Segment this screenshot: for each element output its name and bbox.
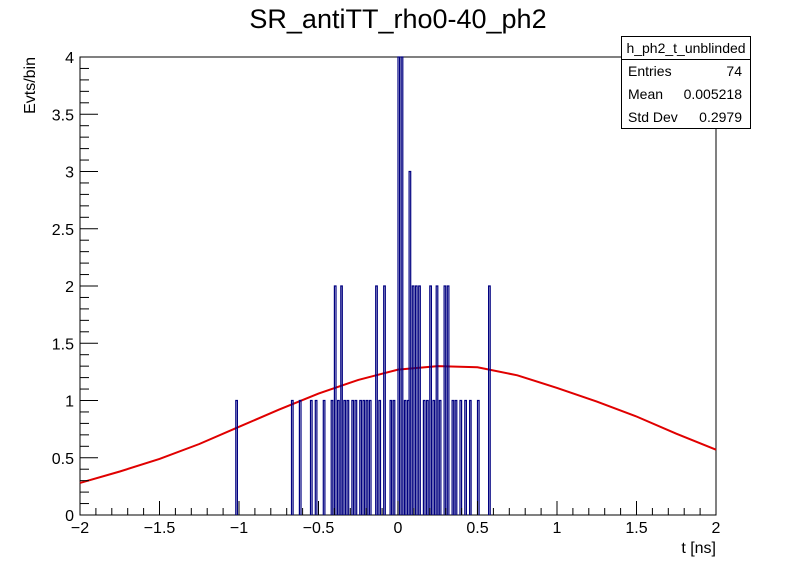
histogram-bin: [443, 285, 447, 515]
stats-row-std-dev: Std Dev 0.2979: [622, 106, 750, 129]
stats-label: Entries: [628, 63, 672, 79]
x-tick-label: −0.5: [303, 520, 335, 537]
stats-row-mean: Mean 0.005218: [622, 83, 750, 106]
histogram-bin: [418, 285, 421, 515]
histogram-bin: [359, 399, 362, 515]
x-tick-label: 0: [394, 520, 403, 537]
histogram-bin: [446, 285, 450, 515]
stats-label: Std Dev: [628, 109, 678, 125]
histogram-bin: [397, 56, 401, 515]
x-tick-label: −1: [230, 520, 248, 537]
histogram-bin: [414, 285, 418, 515]
histogram-bin: [368, 399, 372, 515]
histogram-bin: [362, 399, 366, 515]
y-tick-label: 0.5: [52, 451, 74, 468]
histogram-bin: [464, 399, 467, 515]
histogram-bin: [365, 399, 369, 515]
stats-label: Mean: [628, 86, 664, 102]
histogram-bin: [333, 285, 337, 515]
histogram-bin: [411, 285, 415, 515]
histogram-bin: [290, 399, 294, 515]
histogram-bin: [488, 285, 491, 515]
histogram-bin: [383, 285, 386, 515]
histogram-bin: [346, 399, 350, 515]
y-tick-label: 3.5: [52, 107, 74, 124]
histogram-bin: [343, 399, 347, 515]
histogram-bin: [340, 285, 343, 515]
histogram-bin: [378, 399, 382, 515]
x-axis-label: t [ns]: [681, 540, 716, 557]
histogram-layer: [235, 56, 491, 515]
histogram-bin: [337, 399, 340, 515]
histogram-bin: [426, 399, 429, 515]
x-tick-label: −2: [71, 520, 89, 537]
y-axis-label: Evts/bin: [22, 57, 39, 114]
histogram-bin: [354, 399, 358, 515]
y-tick-label: 4: [65, 50, 74, 67]
histogram-bin: [422, 399, 426, 515]
histogram-bin: [403, 399, 407, 515]
stats-value: 0.005218: [683, 86, 742, 102]
histogram-bin: [298, 399, 302, 515]
histogram-bin: [389, 399, 393, 515]
x-tick-label: −1.5: [144, 520, 176, 537]
stats-value: 74: [726, 63, 742, 79]
histogram-bin: [454, 399, 458, 515]
y-tick-label: 2: [65, 279, 74, 296]
stats-box: h_ph2_t_unblinded Entries 74 Mean 0.0052…: [621, 36, 751, 129]
histogram-bin: [309, 399, 313, 515]
histogram-bin: [438, 399, 442, 515]
histogram-bin: [476, 399, 480, 515]
histogram-bin: [408, 170, 412, 515]
histogram-bin: [469, 399, 472, 515]
x-tick-label: 1: [553, 520, 562, 537]
histogram-bin: [459, 399, 463, 515]
y-axis-ticks: 0 0.5 1 1.5 2 2.5 3 3.5 4: [52, 50, 98, 525]
histogram-bin: [400, 56, 404, 515]
histogram-bin: [429, 285, 432, 515]
x-tick-label: 2: [712, 520, 721, 537]
y-tick-label: 3: [65, 165, 74, 182]
histogram-bin: [432, 399, 436, 515]
stats-row-entries: Entries 74: [622, 60, 750, 83]
histogram-bin: [392, 399, 396, 515]
histogram-bin: [330, 399, 334, 515]
stats-value: 0.2979: [699, 109, 742, 125]
chart-title: SR_antiTT_rho0-40_ph2: [249, 4, 546, 34]
histogram-bin: [451, 399, 455, 515]
stats-box-title: h_ph2_t_unblinded: [622, 37, 750, 60]
y-tick-label: 0: [65, 508, 74, 525]
histogram-bin: [314, 399, 318, 515]
histogram-bin: [322, 399, 326, 515]
histogram-bin: [375, 285, 378, 515]
histogram-bin: [235, 399, 238, 515]
histogram-bin: [351, 399, 355, 515]
histogram-bin: [435, 285, 439, 515]
y-tick-label: 1: [65, 394, 74, 411]
y-tick-label: 1.5: [52, 336, 74, 353]
y-tick-label: 2.5: [52, 222, 74, 239]
x-axis-ticks: −2 −1.5 −1 −0.5 0 0.5 1 1.5 2: [71, 501, 721, 537]
x-tick-label: 0.5: [466, 520, 488, 537]
x-tick-label: 1.5: [625, 520, 647, 537]
